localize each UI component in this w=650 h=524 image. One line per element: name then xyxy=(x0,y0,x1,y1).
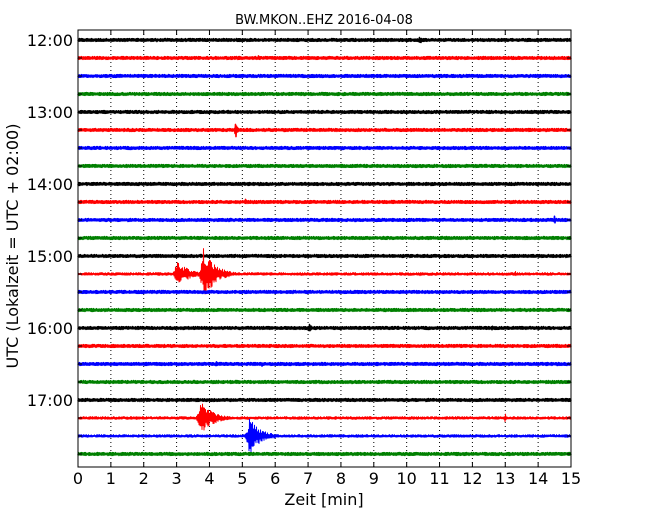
plot-frame xyxy=(77,29,572,468)
trace-1645 xyxy=(77,379,572,385)
trace-1200 xyxy=(77,36,572,44)
x-tick-label: 13 xyxy=(495,469,515,488)
trace-1600 xyxy=(77,323,572,332)
trace-1615 xyxy=(77,343,572,349)
trace-1745 xyxy=(77,451,572,457)
trace-1530 xyxy=(77,289,572,295)
trace-1630 xyxy=(77,361,572,367)
trace-1715 xyxy=(77,403,572,431)
trace-1230 xyxy=(77,73,572,79)
trace-1500 xyxy=(77,253,572,259)
trace-1730 xyxy=(77,418,572,453)
trace-1700 xyxy=(77,397,572,403)
trace-1315 xyxy=(77,123,572,138)
trace-1430 xyxy=(77,215,572,224)
y-axis: 12:00 13:00 14:00 15:00 16:00 17:00 xyxy=(27,31,571,455)
y-tick-label: 17:00 xyxy=(27,391,73,410)
trace-1415 xyxy=(77,198,572,205)
chart-title: BW.MKON..EHZ 2016-04-08 xyxy=(235,13,413,28)
x-tick-label: 0 xyxy=(73,469,83,488)
x-tick-label: 6 xyxy=(270,469,280,488)
traces xyxy=(77,36,572,457)
trace-1330 xyxy=(77,145,572,151)
y-tick-label: 13:00 xyxy=(27,103,73,122)
x-tick-label: 2 xyxy=(139,469,149,488)
x-tick-label: 8 xyxy=(336,469,346,488)
y-tick-label: 12:00 xyxy=(27,31,73,50)
x-tick-label: 3 xyxy=(172,469,182,488)
grid-lines xyxy=(110,30,539,467)
x-tick-label: 12 xyxy=(462,469,482,488)
x-tick-label: 15 xyxy=(561,469,581,488)
x-tick-label: 10 xyxy=(396,469,416,488)
y-tick-label: 14:00 xyxy=(27,175,73,194)
y-tick-label: 16:00 xyxy=(27,319,73,338)
x-axis: 0 1 2 3 4 5 6 7 8 9 10 11 12 13 14 15 xyxy=(73,30,581,488)
plot-area xyxy=(78,30,571,467)
x-tick-label: 11 xyxy=(429,469,449,488)
trace-1400 xyxy=(77,181,572,187)
x-tick-label: 1 xyxy=(106,469,116,488)
trace-1545 xyxy=(77,307,572,313)
y-tick-label: 15:00 xyxy=(27,247,73,266)
x-tick-label: 14 xyxy=(528,469,548,488)
y-axis-label: UTC (Lokalzeit = UTC + 02:00) xyxy=(3,124,22,369)
x-tick-label: 5 xyxy=(237,469,247,488)
trace-1345 xyxy=(77,163,572,169)
trace-1445 xyxy=(77,235,572,241)
trace-1300 xyxy=(77,109,572,115)
x-tick-label: 9 xyxy=(369,469,379,488)
x-axis-label: Zeit [min] xyxy=(284,490,363,509)
trace-1515 xyxy=(77,248,572,295)
trace-1245 xyxy=(77,91,572,97)
x-tick-label: 4 xyxy=(204,469,214,488)
x-tick-label: 7 xyxy=(303,469,313,488)
trace-1215 xyxy=(77,55,572,61)
